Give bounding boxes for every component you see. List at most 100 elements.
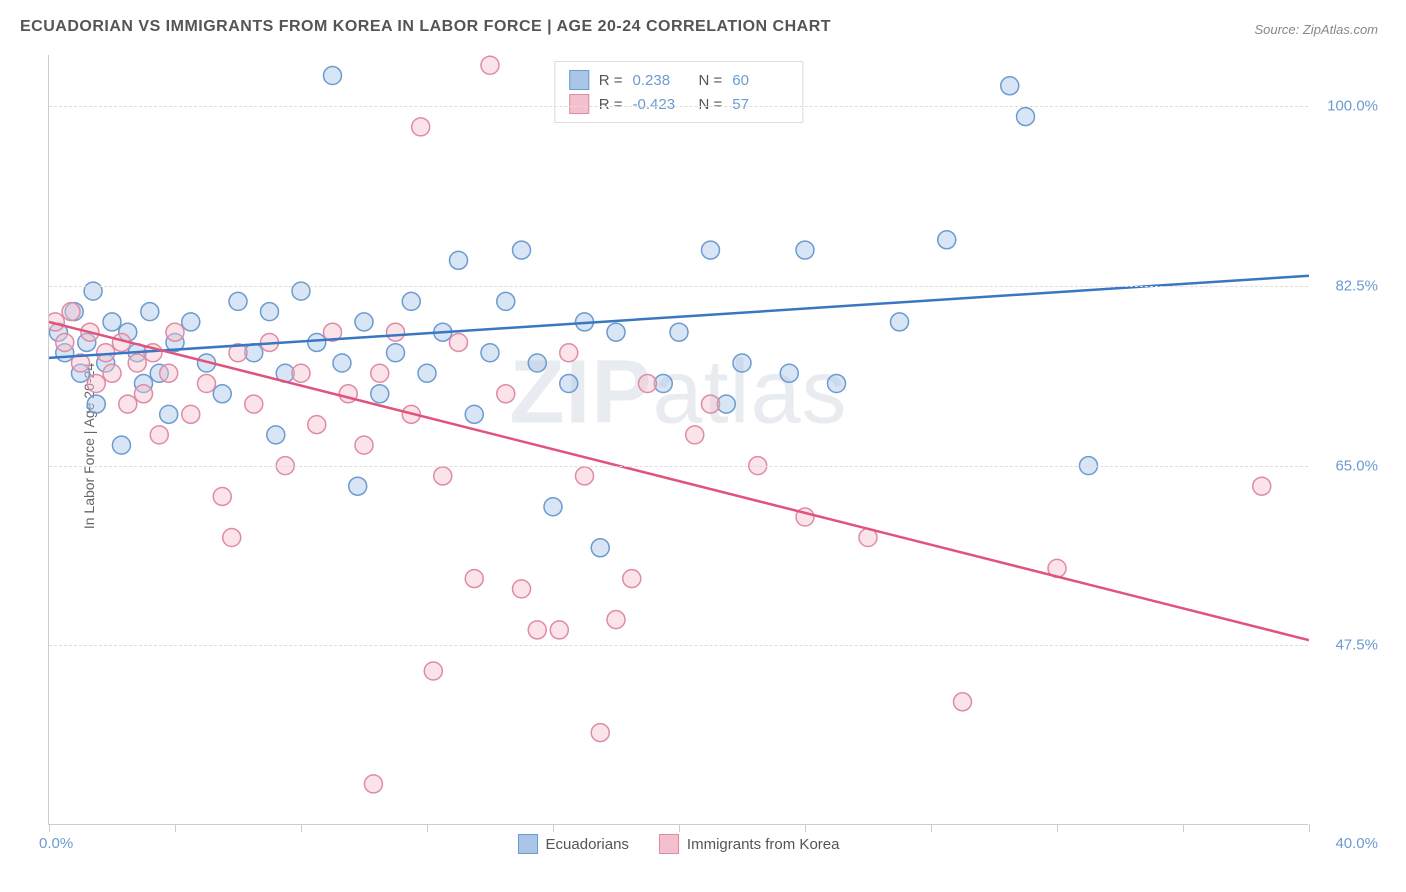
scatter-point	[1017, 108, 1035, 126]
scatter-point	[56, 333, 74, 351]
legend-stats: R = 0.238 N = 60 R = -0.423 N = 57	[554, 61, 804, 123]
plot-svg	[49, 55, 1309, 825]
scatter-point	[497, 292, 515, 310]
r-label-1: R =	[599, 96, 623, 113]
n-label-1: N =	[699, 96, 723, 113]
scatter-point	[87, 375, 105, 393]
scatter-point	[112, 436, 130, 454]
legend-bottom-swatch-1	[659, 834, 679, 854]
scatter-point	[639, 375, 657, 393]
x-tick	[175, 824, 176, 832]
scatter-point	[591, 539, 609, 557]
scatter-point	[160, 364, 178, 382]
scatter-point	[135, 385, 153, 403]
scatter-point	[465, 405, 483, 423]
trend-line	[49, 276, 1309, 358]
n-label: N =	[699, 72, 723, 89]
scatter-point	[938, 231, 956, 249]
gridline-h	[49, 645, 1308, 646]
plot-area: ZIPatlas R = 0.238 N = 60 R = -0.423 N =…	[48, 55, 1308, 825]
y-tick-label: 65.0%	[1335, 457, 1378, 474]
chart-container: ECUADORIAN VS IMMIGRANTS FROM KOREA IN L…	[0, 0, 1406, 892]
scatter-point	[591, 724, 609, 742]
scatter-point	[62, 303, 80, 321]
scatter-point	[213, 487, 231, 505]
scatter-point	[223, 529, 241, 547]
scatter-point	[623, 570, 641, 588]
scatter-point	[182, 405, 200, 423]
chart-title: ECUADORIAN VS IMMIGRANTS FROM KOREA IN L…	[20, 18, 831, 36]
scatter-point	[292, 364, 310, 382]
r-label: R =	[599, 72, 623, 89]
scatter-point	[528, 354, 546, 372]
scatter-point	[308, 333, 326, 351]
scatter-point	[364, 775, 382, 793]
trend-line	[49, 322, 1309, 640]
scatter-point	[670, 323, 688, 341]
scatter-point	[150, 426, 168, 444]
scatter-point	[560, 344, 578, 362]
x-tick	[49, 824, 50, 832]
scatter-point	[796, 241, 814, 259]
scatter-point	[387, 344, 405, 362]
legend-bottom-swatch-0	[518, 834, 538, 854]
x-tick	[1057, 824, 1058, 832]
x-tick	[679, 824, 680, 832]
scatter-point	[828, 375, 846, 393]
y-tick-label: 47.5%	[1335, 637, 1378, 654]
scatter-point	[387, 323, 405, 341]
legend-swatch-0	[569, 70, 589, 90]
scatter-point	[412, 118, 430, 136]
r-value-1: -0.423	[633, 96, 689, 113]
scatter-point	[481, 344, 499, 362]
scatter-point	[371, 385, 389, 403]
x-tick	[1309, 824, 1310, 832]
gridline-h	[49, 466, 1308, 467]
legend-label-1: Immigrants from Korea	[687, 836, 840, 853]
scatter-point	[733, 354, 751, 372]
scatter-point	[103, 313, 121, 331]
legend-stats-row-0: R = 0.238 N = 60	[569, 68, 789, 92]
legend-series: Ecuadorians Immigrants from Korea	[518, 834, 840, 854]
scatter-point	[1001, 77, 1019, 95]
scatter-point	[84, 282, 102, 300]
legend-item-0: Ecuadorians	[518, 834, 629, 854]
y-tick-label: 100.0%	[1327, 98, 1378, 115]
scatter-point	[324, 67, 342, 85]
x-tick	[301, 824, 302, 832]
scatter-point	[333, 354, 351, 372]
scatter-point	[544, 498, 562, 516]
scatter-point	[166, 323, 184, 341]
scatter-point	[402, 292, 420, 310]
scatter-point	[954, 693, 972, 711]
scatter-point	[560, 375, 578, 393]
scatter-point	[245, 395, 263, 413]
scatter-point	[229, 292, 247, 310]
scatter-point	[371, 364, 389, 382]
scatter-point	[355, 313, 373, 331]
scatter-point	[465, 570, 483, 588]
scatter-point	[686, 426, 704, 444]
scatter-point	[292, 282, 310, 300]
gridline-h	[49, 106, 1308, 107]
scatter-point	[198, 375, 216, 393]
scatter-point	[308, 416, 326, 434]
scatter-point	[891, 313, 909, 331]
n-value-1: 57	[732, 96, 788, 113]
scatter-point	[424, 662, 442, 680]
scatter-point	[418, 364, 436, 382]
scatter-point	[450, 333, 468, 351]
scatter-point	[160, 405, 178, 423]
scatter-point	[261, 303, 279, 321]
scatter-point	[349, 477, 367, 495]
scatter-point	[550, 621, 568, 639]
scatter-point	[355, 436, 373, 454]
scatter-point	[87, 395, 105, 413]
scatter-point	[702, 241, 720, 259]
y-tick-label: 82.5%	[1335, 278, 1378, 295]
x-tick	[1183, 824, 1184, 832]
scatter-point	[103, 364, 121, 382]
x-tick	[805, 824, 806, 832]
scatter-point	[128, 354, 146, 372]
n-value-0: 60	[732, 72, 788, 89]
